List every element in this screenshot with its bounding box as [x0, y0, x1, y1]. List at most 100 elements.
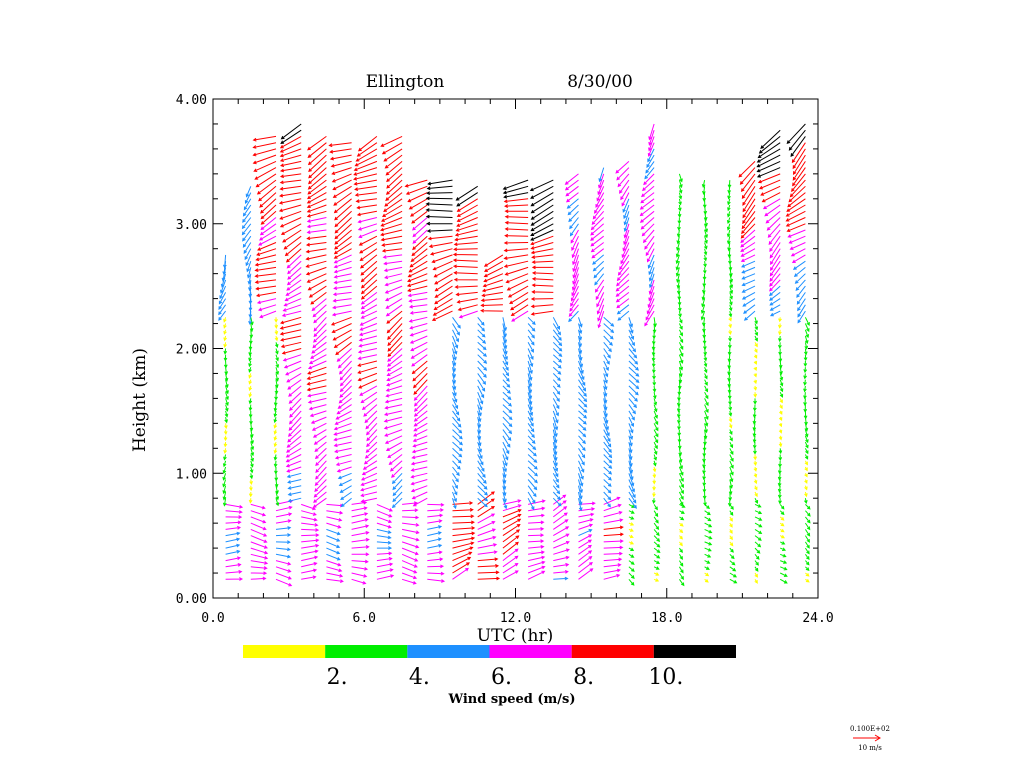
wind-vector [312, 304, 327, 318]
wind-vector [223, 435, 228, 442]
wind-vector [628, 473, 635, 487]
wind-vector [603, 497, 611, 508]
wind-vector [477, 557, 499, 562]
wind-vector [275, 519, 292, 524]
wind-vector [249, 473, 254, 480]
wind-vector [752, 410, 757, 419]
wind-vector [653, 435, 659, 444]
colorbar-tick-label: 10. [648, 665, 683, 690]
wind-vector [280, 335, 302, 342]
wind-vector [590, 242, 605, 253]
wind-vector [779, 404, 783, 410]
wind-vector [628, 391, 638, 402]
wind-vector [411, 210, 428, 224]
wind-vector [452, 422, 463, 434]
wind-vector [360, 497, 378, 503]
wind-vector [778, 435, 783, 441]
wind-vector [757, 173, 781, 184]
wind-vector [628, 491, 637, 504]
wind-vector [743, 304, 756, 314]
wind-vector [456, 198, 478, 212]
wind-vector [480, 308, 503, 313]
wind-vector [754, 342, 758, 348]
wind-vector [275, 533, 292, 537]
wind-vector [250, 566, 268, 570]
wind-vector [727, 342, 732, 349]
wind-vector [529, 179, 554, 192]
wind-vector [376, 510, 393, 518]
wind-vector [552, 354, 563, 363]
wind-vector [351, 506, 368, 512]
wind-vector [248, 373, 252, 379]
wind-vector [570, 292, 579, 307]
x-tick-label: 0.0 [201, 611, 224, 626]
wind-vector [413, 410, 428, 422]
wind-vector [702, 466, 706, 475]
wind-vector [360, 285, 378, 300]
wind-vectors [218, 123, 811, 587]
wind-vector [780, 553, 787, 558]
wind-vector [578, 448, 586, 459]
wind-vector [306, 235, 327, 241]
wind-vector [628, 560, 635, 565]
wind-vector [308, 167, 327, 185]
wind-vector [351, 572, 368, 578]
wind-vector [477, 354, 488, 364]
wind-vector [225, 556, 242, 562]
wind-vector [452, 392, 458, 403]
wind-vector [410, 248, 428, 263]
reference-arrow-head [874, 734, 881, 742]
wind-vector [326, 553, 341, 561]
wind-vector [790, 248, 806, 257]
wind-vector [794, 273, 806, 284]
wind-vector [407, 273, 428, 283]
wind-vector [505, 273, 529, 284]
wind-vector [590, 217, 605, 231]
wind-vector [359, 385, 378, 396]
wind-vector [223, 348, 228, 355]
wind-vector [779, 373, 784, 381]
wind-vector [527, 329, 535, 339]
wind-vector [753, 360, 758, 365]
wind-vector [701, 298, 706, 308]
wind-vector [552, 373, 561, 382]
wind-vector [527, 423, 535, 433]
wind-vector [754, 566, 759, 572]
wind-vector [678, 329, 683, 337]
wind-vector [603, 525, 624, 530]
wind-vector [617, 173, 630, 188]
wind-vector [531, 283, 554, 288]
wind-vector [804, 535, 810, 543]
wind-vector [301, 533, 320, 538]
wind-vector [570, 285, 579, 302]
wind-vector [282, 229, 302, 243]
wind-vector [740, 173, 756, 193]
wind-vector [552, 348, 563, 358]
wind-vector [596, 186, 605, 202]
wind-vector [805, 504, 811, 510]
wind-vector [287, 267, 302, 280]
wind-vector [407, 266, 428, 278]
wind-vector [383, 266, 403, 273]
wind-vector [803, 398, 807, 407]
wind-vector [742, 192, 756, 213]
wind-vector [704, 223, 708, 233]
wind-vector [628, 323, 634, 334]
wind-vector [282, 354, 302, 362]
wind-vector [552, 323, 561, 336]
wind-vector [527, 342, 534, 353]
wind-vector [248, 410, 253, 419]
wind-vector [769, 285, 781, 297]
wind-vector [376, 556, 393, 562]
wind-vector [260, 198, 277, 214]
wind-vector [308, 285, 327, 298]
wind-vector [331, 310, 352, 317]
colorbar-tick-label: 6. [491, 665, 512, 690]
wind-vector [220, 279, 227, 294]
wind-vector [502, 535, 520, 549]
wind-vector [361, 466, 378, 476]
wind-vector [527, 416, 534, 427]
colorbar-segment [489, 645, 572, 658]
wind-vector [779, 504, 785, 510]
